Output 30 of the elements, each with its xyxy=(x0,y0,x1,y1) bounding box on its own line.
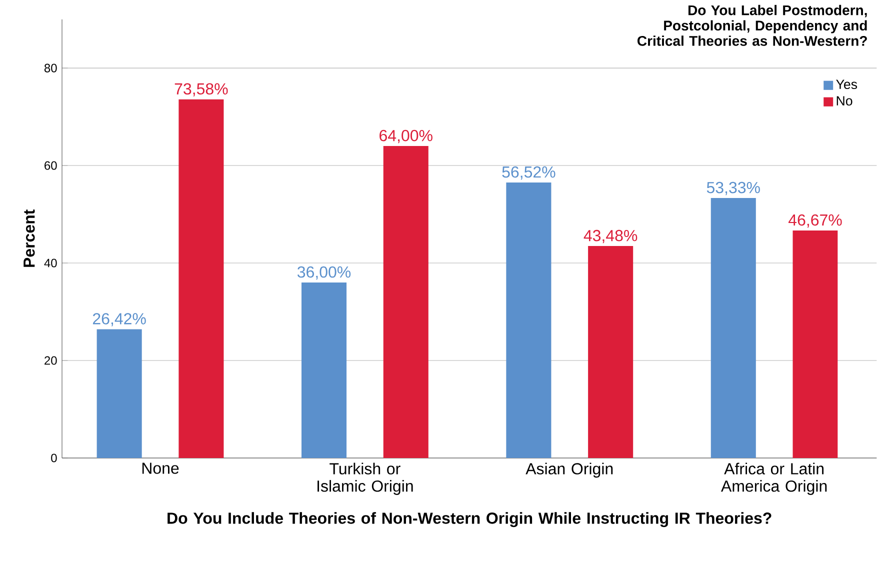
x-axis-title: Do You Include Theories of Non-Western Origin While Instructing IR Theories? xyxy=(168,512,772,528)
x-tick-label: Turkish or Islamic Origin xyxy=(318,462,413,495)
y-tick-label: 40 xyxy=(44,258,57,268)
y-tick-label: 20 xyxy=(44,356,57,365)
bar xyxy=(792,230,838,458)
data-label: 43,48% xyxy=(584,230,638,244)
data-label: 46,67% xyxy=(788,214,842,228)
x-tick-label: Asian Origin xyxy=(526,462,613,478)
y-tick-label: 0 xyxy=(51,454,57,462)
x-tick-label: Africa or Latin America Origin xyxy=(720,462,827,495)
data-label: 36,00% xyxy=(297,266,351,280)
bar xyxy=(301,282,347,458)
data-label: 26,42% xyxy=(92,313,146,326)
data-label: 73,58% xyxy=(174,83,228,96)
bar xyxy=(96,329,142,458)
y-axis-title: Percent xyxy=(24,210,35,267)
x-tick-label: None xyxy=(142,462,179,474)
bar xyxy=(383,146,428,458)
legend-label: Yes xyxy=(836,80,858,90)
legend-title: Do You Label Postmodern, Postcolonial, Dependency and Critical Theories as Non-Western? xyxy=(638,4,867,46)
bar xyxy=(588,246,634,458)
data-label: 53,33% xyxy=(706,182,760,196)
y-tick-label: 60 xyxy=(44,161,57,170)
bar xyxy=(506,182,552,458)
bar xyxy=(178,99,224,458)
data-label: 56,52% xyxy=(502,166,556,180)
y-tick-label: 80 xyxy=(44,64,57,72)
bar xyxy=(710,198,756,458)
data-label: 64,00% xyxy=(380,130,432,144)
legend-label: No xyxy=(836,96,852,106)
